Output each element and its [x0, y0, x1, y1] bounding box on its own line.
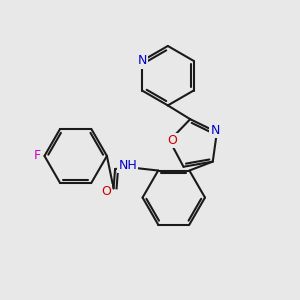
Text: N: N — [137, 54, 147, 67]
Text: O: O — [101, 185, 111, 198]
Text: NH: NH — [118, 159, 137, 172]
Text: N: N — [211, 124, 220, 137]
Text: O: O — [168, 134, 178, 147]
Text: F: F — [34, 149, 40, 162]
